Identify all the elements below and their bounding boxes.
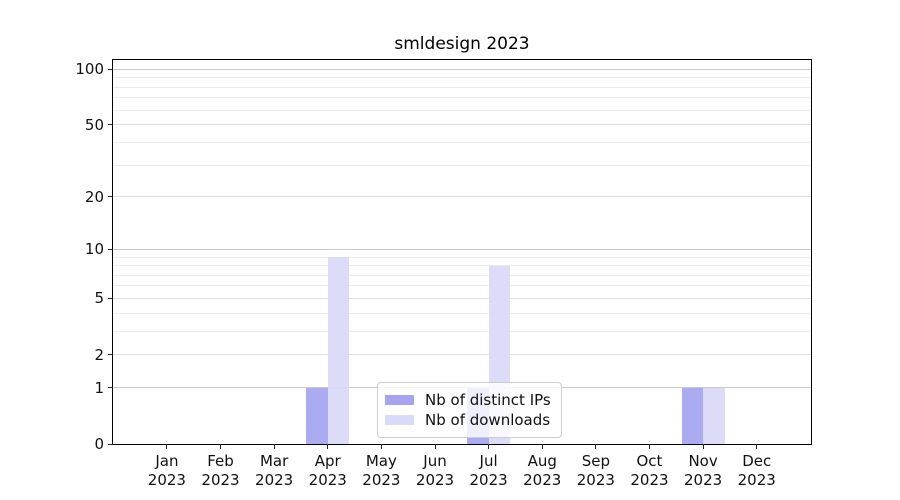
- gridline: [113, 265, 811, 267]
- x-tick-month: Feb: [207, 452, 234, 470]
- gridline: [113, 68, 811, 70]
- x-tick-mark: [434, 444, 436, 449]
- gridline: [113, 312, 811, 314]
- bar-distinct-ips: [306, 387, 328, 444]
- x-tick-label: Mar 2023: [242, 452, 306, 490]
- plot-area: Nb of distinct IPs Nb of downloads: [108, 59, 812, 449]
- x-tick-label: Jan 2023: [135, 452, 199, 490]
- gridline: [113, 196, 811, 198]
- x-tick-month: Apr: [314, 452, 341, 470]
- x-tick-label: Dec 2023: [725, 452, 789, 490]
- y-tick-label: 20: [84, 187, 104, 206]
- x-tick-month: Nov: [688, 452, 718, 470]
- y-tick-label: 10: [84, 240, 104, 259]
- y-tick-mark: [108, 196, 113, 198]
- x-tick-mark: [702, 444, 704, 449]
- x-tick-mark: [756, 444, 758, 449]
- x-tick-label: Jun 2023: [403, 452, 467, 490]
- x-tick-label: Jul 2023: [457, 452, 521, 490]
- legend-swatch-distinct-ips: [385, 395, 414, 405]
- y-tick-mark: [108, 443, 113, 445]
- x-tick-mark: [595, 444, 597, 449]
- x-tick-year: 2023: [362, 471, 401, 489]
- y-tick-mark: [108, 124, 113, 126]
- x-tick-mark: [166, 444, 168, 449]
- gridline: [113, 297, 811, 299]
- legend-label-downloads: Nb of downloads: [425, 411, 551, 429]
- bar-distinct-ips: [681, 387, 704, 444]
- x-tick-mark: [327, 444, 329, 449]
- gridline: [113, 248, 811, 250]
- y-tick-mark: [108, 297, 113, 299]
- gridline: [113, 109, 811, 111]
- legend-entry-downloads: Nb of downloads: [385, 410, 551, 430]
- x-tick-label: Apr 2023: [296, 452, 360, 490]
- x-tick-month: Jul: [479, 452, 498, 470]
- x-tick-label: Nov 2023: [671, 452, 735, 490]
- x-tick-label: Feb 2023: [189, 452, 253, 490]
- x-tick-month: Mar: [259, 452, 289, 470]
- gridline: [113, 164, 811, 166]
- x-tick-mark: [648, 444, 650, 449]
- x-tick-year: 2023: [576, 471, 615, 489]
- x-tick-month: Jun: [423, 452, 447, 470]
- gridline: [113, 256, 811, 258]
- y-tick-label: 100: [75, 60, 104, 79]
- x-tick-year: 2023: [415, 471, 455, 489]
- gridline: [113, 354, 811, 356]
- legend-entry-distinct-ips: Nb of distinct IPs: [385, 390, 551, 410]
- x-tick-mark: [488, 444, 490, 449]
- x-tick-mark: [220, 444, 222, 449]
- gridline: [113, 86, 811, 88]
- x-tick-label: May 2023: [349, 452, 413, 490]
- y-tick-label: 50: [84, 115, 104, 134]
- legend-swatch-downloads: [385, 415, 414, 425]
- x-tick-month: Jan: [155, 452, 179, 470]
- gridline: [113, 141, 811, 143]
- x-tick-year: 2023: [201, 471, 240, 489]
- y-tick-label: 1: [94, 378, 104, 397]
- x-tick-label: Oct 2023: [617, 452, 681, 490]
- x-tick-month: May: [365, 452, 397, 470]
- gridline: [113, 124, 811, 126]
- x-tick-year: 2023: [684, 471, 723, 489]
- bar-downloads: [327, 257, 350, 444]
- y-tick-label: 5: [94, 289, 104, 308]
- gridline: [113, 274, 811, 276]
- legend-label-distinct-ips: Nb of distinct IPs: [425, 391, 551, 409]
- x-tick-year: 2023: [255, 471, 294, 489]
- x-tick-month: Aug: [527, 452, 557, 470]
- y-tick-mark: [108, 354, 113, 356]
- y-tick-mark: [108, 68, 113, 70]
- x-tick-year: 2023: [469, 471, 508, 489]
- x-tick-month: Sep: [581, 452, 610, 470]
- gridline: [113, 77, 811, 79]
- x-tick-year: 2023: [523, 471, 562, 489]
- x-tick-month: Oct: [636, 452, 663, 470]
- x-tick-mark: [273, 444, 275, 449]
- chart-title: smldesign 2023: [394, 34, 530, 54]
- x-tick-year: 2023: [737, 471, 776, 489]
- tick-layer: [108, 60, 811, 449]
- x-tick-month: Dec: [742, 452, 772, 470]
- x-tick-year: 2023: [308, 471, 347, 489]
- bar-downloads: [703, 387, 725, 444]
- x-tick-label: Sep 2023: [564, 452, 628, 490]
- bar-layer: [113, 60, 811, 444]
- legend: Nb of distinct IPs Nb of downloads: [377, 382, 562, 438]
- y-tick-mark: [108, 387, 113, 389]
- x-tick-mark: [541, 444, 543, 449]
- gridline: [113, 97, 811, 99]
- x-tick-year: 2023: [630, 471, 669, 489]
- y-tick-mark: [108, 248, 113, 250]
- x-tick-mark: [380, 444, 382, 449]
- y-tick-label: 2: [94, 345, 104, 364]
- y-tick-label: 0: [94, 435, 104, 453]
- gridline: [113, 330, 811, 332]
- gridline: [113, 285, 811, 287]
- x-tick-label: Aug 2023: [510, 452, 574, 490]
- grid-layer: [113, 60, 811, 444]
- x-tick-year: 2023: [147, 471, 186, 489]
